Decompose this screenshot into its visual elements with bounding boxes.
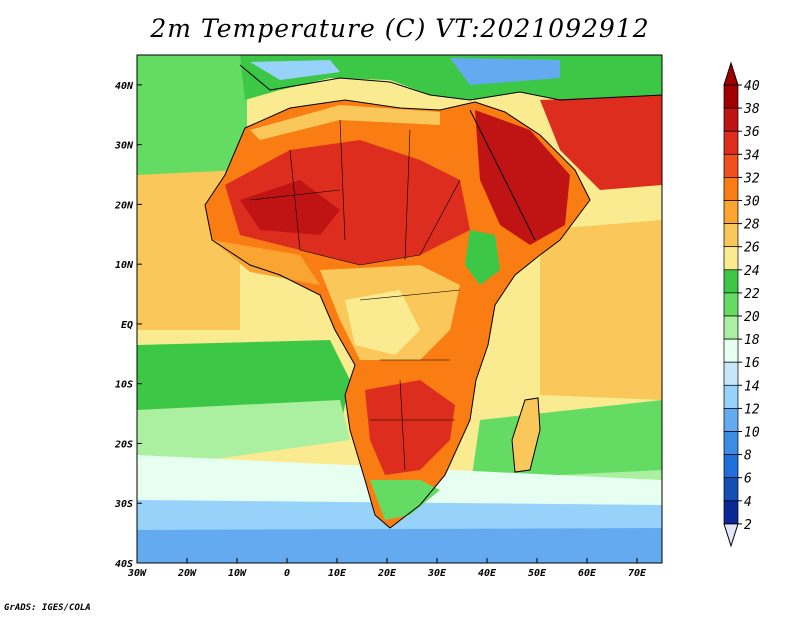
colorbar-label: 6: [744, 472, 752, 487]
map-title: 2m Temperature (C) VT:2021092912: [150, 14, 650, 43]
land-madagascar: [512, 398, 540, 472]
colorbar-swatch: [723, 361, 739, 386]
colorbar-label: 38: [743, 102, 760, 117]
land-sahara-hottest: [240, 180, 340, 235]
lon-tick-label: 40E: [478, 568, 497, 579]
lat-tick-label: 30S: [114, 499, 133, 510]
lon-tick-label: 20W: [177, 568, 197, 579]
colorbar-label: 16: [744, 356, 760, 371]
colorbar-label: 24: [744, 264, 760, 279]
colorbar-label: 26: [744, 241, 760, 256]
colorbar-swatch: [723, 84, 739, 109]
coastline-europe: [239, 64, 662, 101]
lon-tick-label: 70E: [628, 568, 647, 579]
ocean-band-lightgreen: [137, 400, 350, 470]
land-iran-hot: [540, 95, 662, 190]
colorbar-swatch: [723, 269, 739, 294]
lon-tick-label: 30W: [127, 568, 147, 579]
land-med-coast: [250, 105, 440, 140]
colorbar-label: 28: [744, 218, 760, 233]
land-europe-cold: [250, 60, 340, 80]
colorbar-label: 8: [744, 449, 752, 464]
ocean-band-deep-blue: [137, 528, 662, 563]
colorbar-swatch: [723, 107, 739, 132]
lon-tick-label: 10W: [228, 568, 247, 579]
lon-tick-label: 10E: [328, 568, 347, 579]
land-ethiopia-highland: [465, 230, 500, 285]
colorbar-label: 2: [744, 518, 752, 533]
land-southern-hot: [365, 380, 455, 475]
colorbar-label: 32: [743, 171, 760, 186]
colorbar-swatch: [723, 246, 739, 271]
grads-credit: GrADS: IGES/COLA: [4, 603, 91, 613]
colorbar-label: 10: [744, 426, 760, 441]
land-arabia-hot: [475, 110, 570, 245]
land-sahara-hot: [225, 140, 470, 265]
colorbar-bottom-arrow: [723, 523, 739, 548]
longitude-axis: 30W 20W 10W 0 10E 20E 30E 40E 50E 60E 70E: [127, 558, 647, 579]
coastline-red-sea: [469, 109, 536, 241]
colorbar-swatch: [723, 431, 739, 455]
colorbar-label: 14: [744, 379, 760, 394]
map-frame: [136, 54, 663, 564]
latitude-axis: 40N 30N 20N 10N EQ 10S 20S 30S 40S: [114, 81, 142, 570]
land-congo-cool: [345, 290, 420, 355]
colorbar-swatch: [723, 177, 739, 201]
colorbar-swatch: [723, 477, 739, 502]
land-south-cape: [370, 480, 440, 520]
lat-tick-label: EQ: [121, 320, 133, 331]
lon-tick-label: 50E: [528, 568, 547, 579]
coastline-africa: [204, 99, 591, 529]
colorbar-top-arrow: [723, 61, 739, 86]
lat-tick-label: 10S: [115, 380, 133, 391]
colorbar: 40 38 36 34 32 30 28 26 24 22 20 18 16 14 12 10 8 6 4 2: [723, 61, 760, 548]
land-anatolia: [450, 58, 560, 85]
colorbar-label: 12: [744, 402, 760, 417]
colorbar-label: 20: [744, 310, 760, 325]
lat-tick-label: 40N: [115, 81, 134, 92]
ocean-cool-north-atlantic: [137, 55, 247, 175]
colorbar-swatch: [723, 338, 739, 363]
lon-tick-label: 60E: [578, 568, 597, 579]
colorbar-swatch: [723, 200, 739, 224]
colorbar-swatch: [723, 454, 739, 479]
colorbar-swatch: [723, 408, 739, 432]
colorbar-label: 4: [744, 495, 752, 510]
ocean-indian-warm: [540, 220, 662, 400]
colorbar-swatch: [723, 292, 739, 317]
colorbar-swatch: [723, 384, 739, 409]
colorbar-swatch: [723, 130, 739, 155]
land-west-coast: [212, 240, 320, 285]
lon-tick-label: 20E: [377, 568, 397, 579]
colorbar-label: 40: [744, 79, 760, 94]
coastline-madagascar: [511, 397, 541, 473]
lon-tick-label: 30E: [427, 568, 447, 579]
lat-tick-label: 40S: [115, 559, 133, 570]
colorbar-swatch: [723, 153, 739, 178]
colorbar-label: 22: [744, 287, 760, 302]
colorbar-label: 30: [743, 195, 760, 210]
colorbar-label: 18: [744, 333, 760, 348]
lon-tick-label: 0: [284, 568, 290, 579]
lat-tick-label: 10N: [115, 260, 134, 271]
colorbar-swatch: [723, 223, 739, 248]
lat-tick-label: 20S: [114, 439, 133, 450]
temperature-map: 30W 20W 10W 0 10E 20E 30E 40E 50E 60E 70E 40N 30N 20…: [114, 54, 760, 579]
colorbar-label: 36: [743, 125, 760, 140]
lat-tick-label: 30N: [114, 141, 134, 152]
colorbar-label: 34: [743, 148, 760, 163]
country-borders: [249, 119, 461, 471]
map-field: [137, 55, 662, 563]
colorbar-swatch: [723, 315, 739, 340]
lat-tick-label: 20N: [114, 200, 134, 211]
colorbar-swatch: [723, 500, 739, 525]
